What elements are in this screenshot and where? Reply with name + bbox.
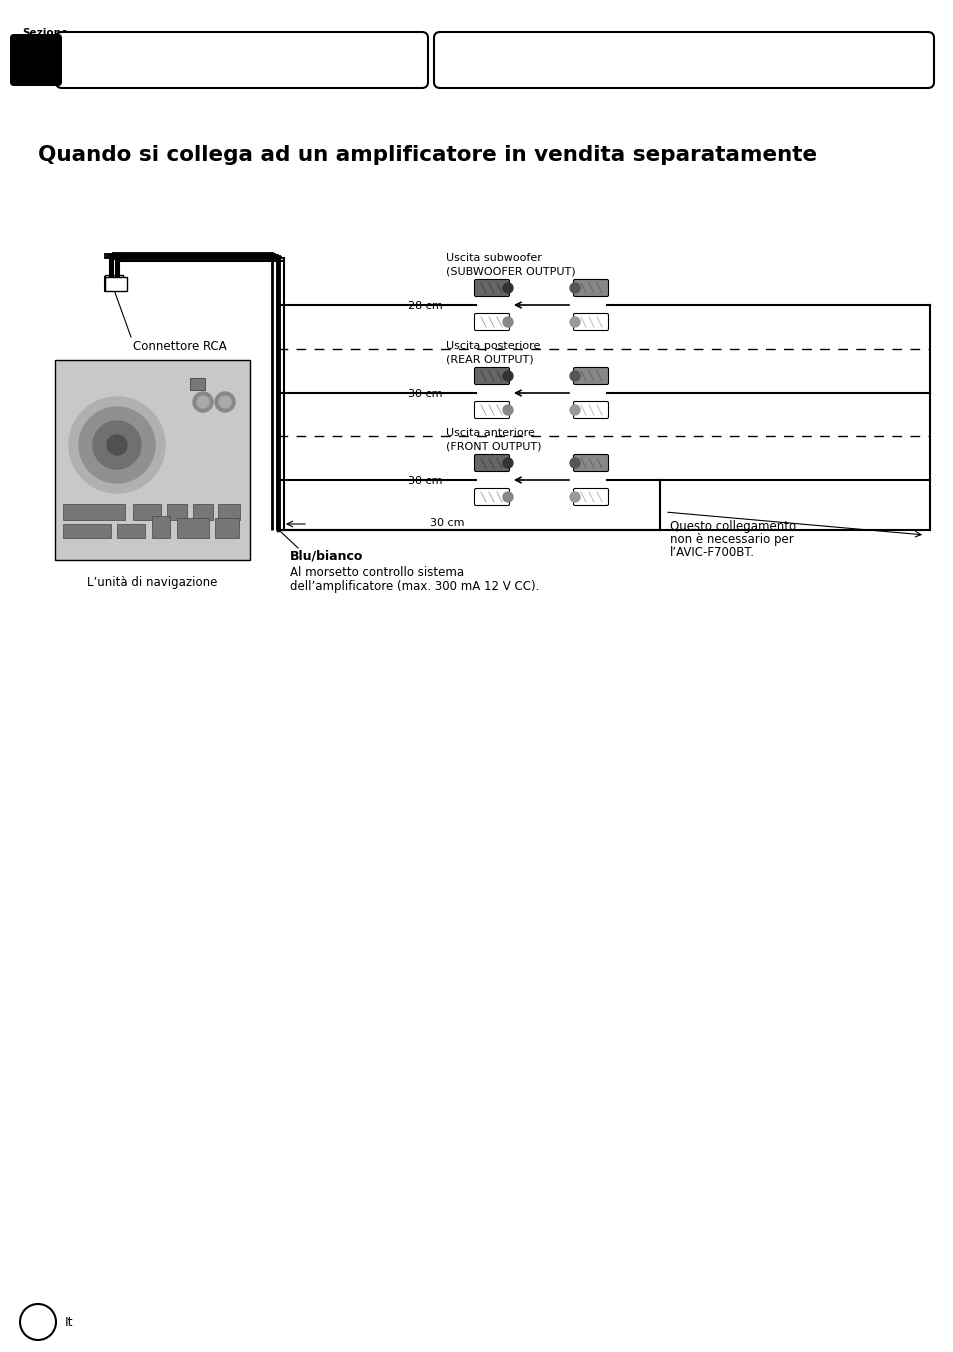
Bar [152,516,170,538]
Circle shape [502,492,513,502]
FancyBboxPatch shape [56,32,428,88]
Text: Al morsetto controllo sistema: Al morsetto controllo sistema [290,566,464,579]
Circle shape [193,392,213,412]
FancyBboxPatch shape [10,34,62,87]
Circle shape [196,396,209,408]
Circle shape [107,435,127,456]
Text: It: It [65,1315,73,1329]
Circle shape [569,406,579,415]
Circle shape [79,407,154,483]
FancyBboxPatch shape [474,454,509,472]
FancyBboxPatch shape [573,314,608,330]
Text: Collegamento del sistema: Collegamento del sistema [99,50,384,69]
FancyBboxPatch shape [474,402,509,419]
FancyBboxPatch shape [474,280,509,296]
Text: Uscita anteriore: Uscita anteriore [446,429,535,438]
Text: Uscita posteriore: Uscita posteriore [446,341,539,352]
Text: l’AVIC-F700BT.: l’AVIC-F700BT. [669,546,754,558]
FancyBboxPatch shape [573,454,608,472]
Bar [105,277,127,291]
Circle shape [219,396,231,408]
Circle shape [569,316,579,327]
Bar [177,518,209,538]
Text: 30 cm: 30 cm [430,518,464,529]
Bar [167,504,187,521]
Bar [55,360,250,560]
Bar [218,504,240,521]
Circle shape [502,406,513,415]
Text: 30 cm: 30 cm [408,389,442,399]
Text: L’unità di navigazione: L’unità di navigazione [88,576,217,589]
Text: 28 cm: 28 cm [408,301,442,311]
Circle shape [502,316,513,327]
Circle shape [569,283,579,293]
Bar [132,504,161,521]
FancyBboxPatch shape [474,488,509,506]
FancyBboxPatch shape [474,368,509,384]
FancyBboxPatch shape [573,280,608,296]
Circle shape [502,370,513,381]
Bar [105,274,123,289]
Text: 03: 03 [25,51,48,69]
Text: (FRONT OUTPUT): (FRONT OUTPUT) [446,442,541,452]
FancyBboxPatch shape [573,368,608,384]
Circle shape [569,458,579,468]
Bar [193,504,213,521]
Text: 30 cm: 30 cm [408,476,442,485]
Text: Questo collegamento: Questo collegamento [669,521,796,533]
Text: Connettore RCA: Connettore RCA [132,339,227,353]
FancyBboxPatch shape [573,488,608,506]
Text: 130: 130 [25,1315,51,1329]
Circle shape [569,492,579,502]
Text: dell’amplificatore (max. 300 mA 12 V CC).: dell’amplificatore (max. 300 mA 12 V CC)… [290,580,538,594]
Text: Sezione: Sezione [22,28,68,38]
Circle shape [214,392,234,412]
Bar [63,504,125,521]
Circle shape [20,1303,56,1340]
FancyBboxPatch shape [573,402,608,419]
Text: Uscita subwoofer: Uscita subwoofer [446,253,541,264]
Bar [214,518,239,538]
Text: Quando si collega ad un amplificatore in vendita separatamente: Quando si collega ad un amplificatore in… [38,145,817,165]
FancyBboxPatch shape [474,314,509,330]
Circle shape [502,283,513,293]
Circle shape [69,397,165,493]
Circle shape [502,458,513,468]
Bar [117,525,145,538]
Text: (SUBWOOFER OUTPUT): (SUBWOOFER OUTPUT) [446,266,575,277]
Bar [190,379,205,389]
Text: (REAR OUTPUT): (REAR OUTPUT) [446,356,533,365]
Circle shape [92,420,141,469]
FancyBboxPatch shape [434,32,933,88]
Circle shape [569,370,579,381]
Text: non è necessario per: non è necessario per [669,533,793,546]
Text: Blu/bianco: Blu/bianco [290,550,363,562]
Bar [63,525,111,538]
